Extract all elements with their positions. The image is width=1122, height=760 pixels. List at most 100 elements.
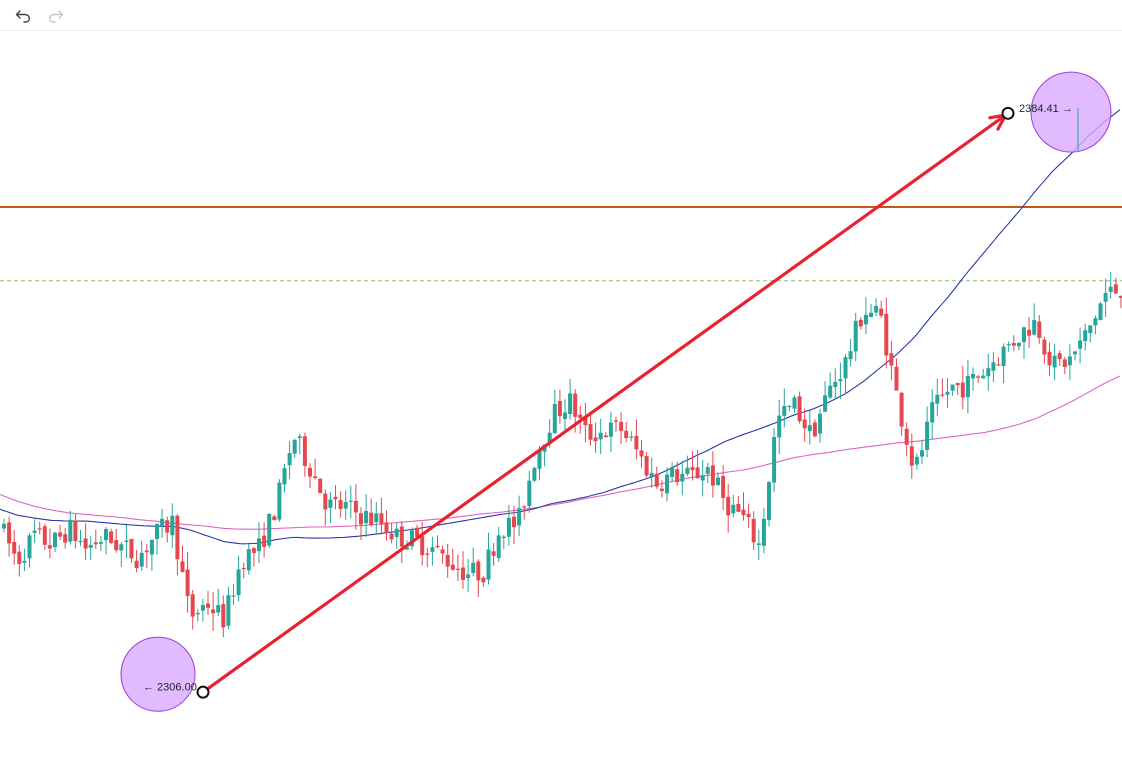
candle — [119, 541, 124, 567]
candle — [619, 412, 624, 445]
candle — [761, 507, 766, 554]
candle-body — [527, 480, 532, 506]
candle — [83, 523, 88, 560]
candle-body — [991, 362, 996, 371]
candle-body — [22, 560, 27, 563]
candle — [455, 554, 460, 582]
candle-body — [1047, 351, 1052, 366]
candle-body — [614, 420, 618, 422]
candle-body — [277, 482, 282, 520]
candle — [639, 440, 644, 468]
candle — [812, 419, 817, 438]
price-chart[interactable]: ← 2306.00 2384.41 → — [0, 30, 1122, 760]
candle — [104, 527, 108, 555]
candle-body — [899, 392, 904, 427]
candle — [190, 589, 195, 630]
candle — [297, 433, 302, 455]
candle — [262, 522, 267, 558]
candle-body — [659, 488, 664, 491]
candle-body — [425, 553, 430, 555]
candle-body — [2, 523, 6, 529]
candle-body — [384, 522, 389, 534]
candle — [563, 399, 567, 433]
candle — [823, 381, 828, 412]
candle — [165, 516, 170, 543]
candle — [532, 466, 537, 483]
candle-body — [965, 375, 970, 398]
candle-body — [404, 547, 409, 550]
candle — [792, 395, 797, 413]
redo-button[interactable] — [45, 6, 67, 26]
candle — [384, 510, 389, 541]
candle — [236, 555, 241, 602]
candle-body — [537, 449, 542, 469]
candle — [338, 491, 343, 518]
candle-body — [109, 531, 114, 543]
candle-body — [843, 357, 848, 379]
candle-body — [328, 499, 333, 508]
candle — [909, 433, 914, 479]
candle-body — [512, 516, 516, 528]
candle — [787, 404, 792, 412]
candle — [435, 535, 440, 549]
candle — [853, 312, 858, 362]
candle-body — [578, 414, 583, 419]
candle-body — [78, 540, 83, 543]
candle — [756, 529, 761, 560]
candle — [782, 388, 787, 428]
candle — [440, 545, 445, 564]
candle-body — [639, 450, 644, 457]
candle — [869, 303, 873, 318]
candle-body — [272, 516, 277, 521]
candle — [216, 588, 221, 616]
candle-body — [53, 532, 57, 548]
candle-body — [440, 549, 445, 554]
candle-body — [726, 496, 731, 516]
candle — [109, 528, 114, 545]
candle — [894, 358, 899, 391]
candle-body — [1032, 319, 1037, 335]
candle-body — [364, 510, 369, 524]
candle — [981, 368, 986, 379]
candle-body — [879, 308, 884, 316]
candle-body — [1016, 342, 1021, 347]
candle — [603, 432, 608, 438]
candle-body — [139, 552, 144, 567]
candle-body — [1052, 355, 1057, 368]
candle-body — [221, 604, 226, 628]
candle — [588, 411, 593, 446]
candle — [1022, 326, 1026, 359]
candle — [614, 416, 618, 432]
candle — [568, 379, 573, 420]
candle-body — [435, 545, 440, 548]
low-highlight-circle — [120, 636, 196, 712]
candle-body — [399, 526, 404, 547]
candle-body — [180, 561, 185, 572]
candle-body — [1001, 346, 1006, 367]
candle — [496, 526, 501, 562]
candle — [955, 382, 960, 395]
candle-body — [1042, 339, 1047, 355]
candle — [1032, 303, 1037, 336]
candle-body — [206, 603, 210, 608]
candle-body — [185, 569, 190, 596]
undo-button[interactable] — [12, 6, 34, 26]
candle — [828, 372, 833, 400]
candle-body — [782, 405, 787, 416]
candle — [37, 521, 42, 535]
candle-body — [552, 403, 557, 434]
candle-body — [226, 595, 231, 626]
candle-body — [634, 435, 639, 450]
candle — [874, 298, 879, 317]
candle — [466, 559, 471, 593]
candle-body — [935, 394, 940, 404]
candle-body — [741, 509, 746, 516]
candle-body — [348, 500, 353, 502]
candle-body — [1037, 321, 1042, 338]
candle-body — [1027, 329, 1032, 336]
candle — [47, 528, 52, 559]
candle — [17, 545, 22, 577]
candle — [353, 484, 358, 530]
candle — [1042, 337, 1047, 364]
candle-body — [32, 530, 37, 533]
